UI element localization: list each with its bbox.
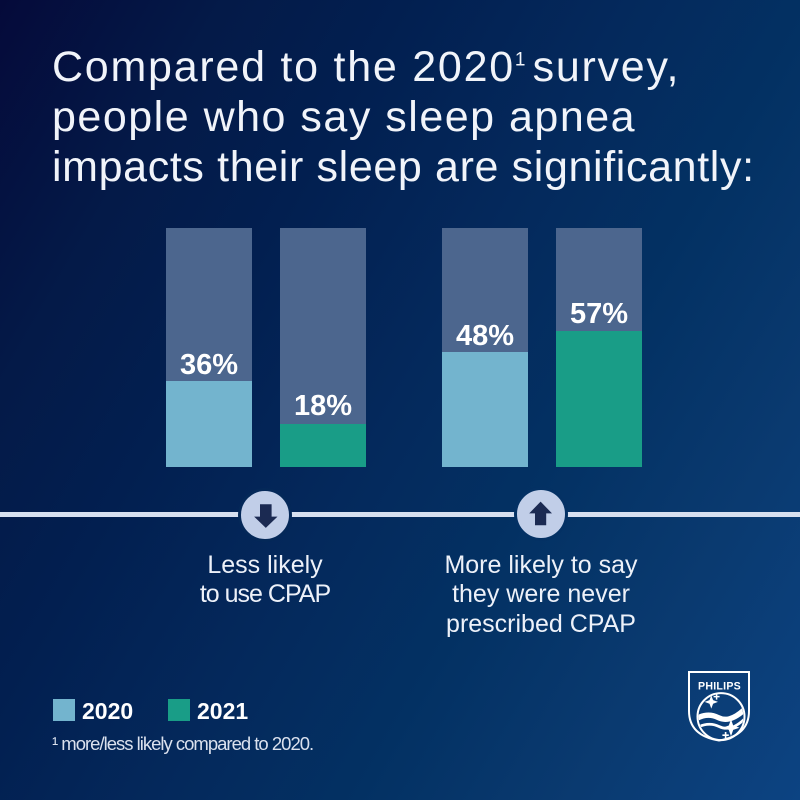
svg-text:PHILIPS: PHILIPS [698,680,741,692]
